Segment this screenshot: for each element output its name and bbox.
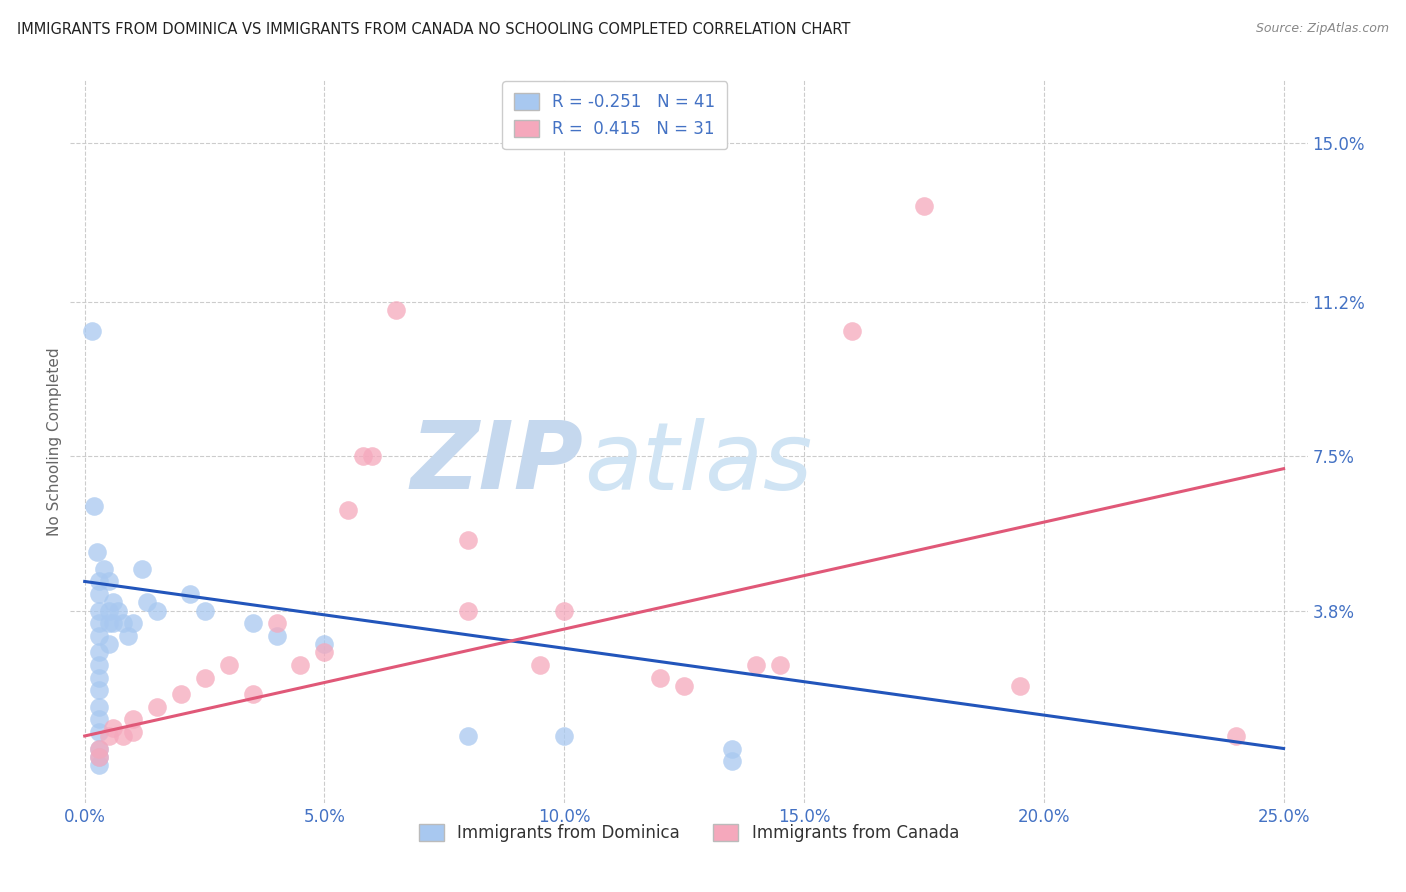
Point <box>121 712 143 726</box>
Point <box>242 687 264 701</box>
Point <box>361 449 384 463</box>
Point <box>745 657 768 672</box>
Point <box>266 616 288 631</box>
Point <box>121 616 143 631</box>
Point <box>103 616 125 631</box>
Point <box>266 629 288 643</box>
Point <box>385 303 408 318</box>
Point <box>117 629 139 643</box>
Point <box>87 741 110 756</box>
Text: atlas: atlas <box>583 417 813 508</box>
Point <box>145 699 167 714</box>
Point <box>121 724 143 739</box>
Point <box>87 645 110 659</box>
Point <box>97 604 120 618</box>
Point <box>87 683 110 698</box>
Text: ZIP: ZIP <box>411 417 583 509</box>
Point <box>87 587 110 601</box>
Point <box>242 616 264 631</box>
Point <box>87 758 110 772</box>
Point <box>337 503 360 517</box>
Point <box>457 533 479 547</box>
Point <box>87 671 110 685</box>
Point <box>83 500 105 514</box>
Point <box>290 657 312 672</box>
Point <box>87 616 110 631</box>
Point <box>673 679 696 693</box>
Point <box>169 687 191 701</box>
Point <box>841 324 863 338</box>
Point <box>87 629 110 643</box>
Point <box>87 749 110 764</box>
Point <box>218 657 240 672</box>
Point <box>87 724 110 739</box>
Y-axis label: No Schooling Completed: No Schooling Completed <box>46 347 62 536</box>
Point <box>80 324 103 338</box>
Point <box>912 198 935 212</box>
Point <box>97 729 120 743</box>
Point <box>112 729 135 743</box>
Point <box>721 741 744 756</box>
Point <box>97 574 120 589</box>
Point <box>769 657 792 672</box>
Point <box>1008 679 1031 693</box>
Legend: Immigrants from Dominica, Immigrants from Canada: Immigrants from Dominica, Immigrants fro… <box>412 817 966 848</box>
Point <box>553 729 575 743</box>
Point <box>107 604 129 618</box>
Point <box>145 604 167 618</box>
Point <box>87 604 110 618</box>
Text: IMMIGRANTS FROM DOMINICA VS IMMIGRANTS FROM CANADA NO SCHOOLING COMPLETED CORREL: IMMIGRANTS FROM DOMINICA VS IMMIGRANTS F… <box>17 22 851 37</box>
Point <box>87 741 110 756</box>
Point <box>103 595 125 609</box>
Point <box>457 604 479 618</box>
Point <box>457 729 479 743</box>
Point <box>553 604 575 618</box>
Point <box>136 595 159 609</box>
Point <box>650 671 672 685</box>
Point <box>352 449 374 463</box>
Point <box>87 749 110 764</box>
Point <box>131 562 153 576</box>
Point <box>194 671 217 685</box>
Point <box>87 574 110 589</box>
Text: Source: ZipAtlas.com: Source: ZipAtlas.com <box>1256 22 1389 36</box>
Point <box>314 645 336 659</box>
Point <box>721 754 744 768</box>
Point <box>103 721 125 735</box>
Point <box>87 699 110 714</box>
Point <box>87 657 110 672</box>
Point <box>314 637 336 651</box>
Point <box>1225 729 1247 743</box>
Point <box>87 712 110 726</box>
Point <box>529 657 551 672</box>
Point <box>86 545 108 559</box>
Point <box>112 616 135 631</box>
Point <box>97 616 120 631</box>
Point <box>194 604 217 618</box>
Point <box>93 562 115 576</box>
Point <box>97 637 120 651</box>
Point <box>179 587 201 601</box>
